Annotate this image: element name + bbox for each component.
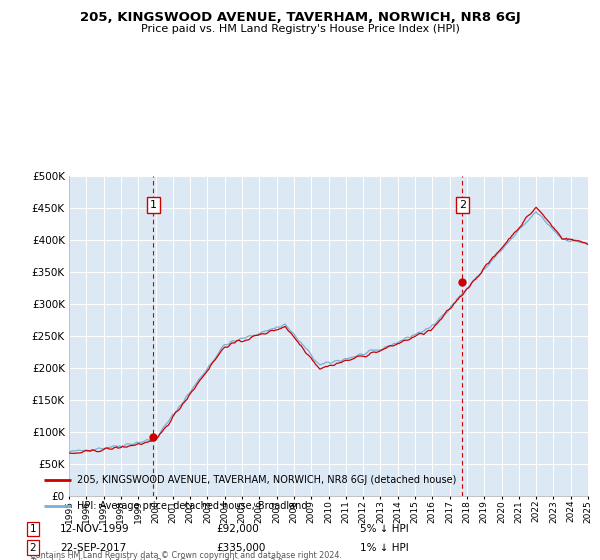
Text: 22-SEP-2017: 22-SEP-2017 — [60, 543, 126, 553]
Text: 2: 2 — [29, 543, 37, 553]
Text: 2: 2 — [458, 200, 466, 210]
Text: Price paid vs. HM Land Registry's House Price Index (HPI): Price paid vs. HM Land Registry's House … — [140, 24, 460, 34]
Text: 205, KINGSWOOD AVENUE, TAVERHAM, NORWICH, NR8 6GJ (detached house): 205, KINGSWOOD AVENUE, TAVERHAM, NORWICH… — [77, 475, 456, 486]
Text: 1% ↓ HPI: 1% ↓ HPI — [360, 543, 409, 553]
Text: 1: 1 — [150, 200, 157, 210]
Text: 5% ↓ HPI: 5% ↓ HPI — [360, 524, 409, 534]
Text: £92,000: £92,000 — [216, 524, 259, 534]
Text: HPI: Average price, detached house, Broadland: HPI: Average price, detached house, Broa… — [77, 501, 307, 511]
Text: Contains HM Land Registry data © Crown copyright and database right 2024.: Contains HM Land Registry data © Crown c… — [30, 551, 342, 560]
Text: 12-NOV-1999: 12-NOV-1999 — [60, 524, 130, 534]
Text: 1: 1 — [29, 524, 37, 534]
Text: This data is licensed under the Open Government Licence v3.0.: This data is licensed under the Open Gov… — [30, 558, 286, 560]
Text: £335,000: £335,000 — [216, 543, 265, 553]
Text: 205, KINGSWOOD AVENUE, TAVERHAM, NORWICH, NR8 6GJ: 205, KINGSWOOD AVENUE, TAVERHAM, NORWICH… — [80, 11, 520, 24]
